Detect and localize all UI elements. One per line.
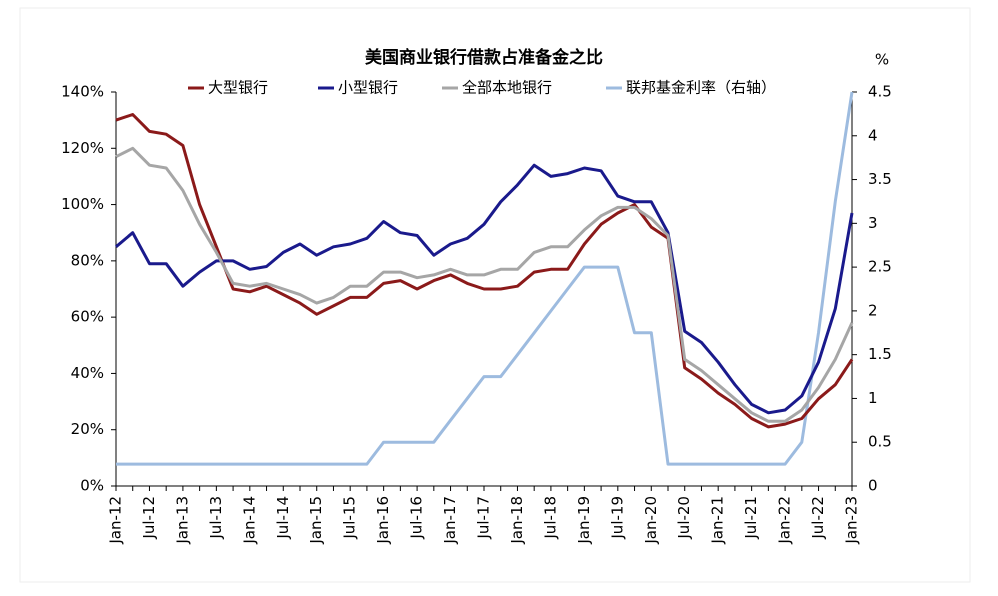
legend-label: 联邦基金利率（右轴） [626, 79, 776, 97]
y-tick-label: 80% [71, 251, 104, 269]
y2-tick-label: 0 [868, 477, 878, 495]
x-tick-label: Jan-17 [441, 496, 459, 545]
x-tick-label: Jul-18 [541, 496, 559, 540]
x-tick-label: Jul-17 [475, 496, 493, 540]
x-tick-label: Jan-18 [508, 496, 526, 545]
y2-axis-label: % [875, 51, 889, 69]
y-tick-label: 100% [61, 195, 104, 213]
y-tick-label: 120% [61, 139, 104, 157]
y2-tick-label: 3 [868, 214, 878, 232]
y2-tick-label: 2.5 [868, 258, 892, 276]
x-tick-label: Jan-20 [642, 496, 660, 545]
y2-tick-label: 0.5 [868, 433, 892, 451]
series-line [115, 113, 854, 429]
series-line [115, 146, 854, 423]
y2-tick-label: 4 [868, 126, 878, 144]
x-tick-label: Jan-22 [776, 496, 794, 545]
x-tick-label: Jul-21 [742, 496, 760, 540]
x-tick-label: Jan-12 [107, 496, 125, 545]
legend-label: 全部本地银行 [462, 79, 552, 97]
y-tick-label: 20% [71, 420, 104, 438]
x-tick-label: Jan-16 [374, 496, 392, 545]
legend-label: 大型银行 [208, 79, 268, 97]
chart-title: 美国商业银行借款占准备金之比 [365, 47, 603, 68]
y2-tick-label: 2 [868, 301, 878, 319]
series-line [116, 91, 854, 466]
y-tick-label: 60% [71, 308, 104, 326]
x-tick-label: Jan-21 [709, 496, 727, 545]
x-tick-label: Jan-19 [575, 496, 593, 545]
y-tick-label: 140% [61, 83, 104, 101]
x-tick-label: Jul-13 [207, 496, 225, 540]
x-tick-label: Jan-23 [843, 496, 861, 545]
x-tick-label: Jan-15 [307, 496, 325, 545]
x-tick-label: Jul-12 [140, 496, 158, 540]
x-tick-label: Jul-14 [274, 496, 292, 540]
x-tick-label: Jul-22 [809, 496, 827, 540]
x-tick-label: Jul-15 [341, 496, 359, 540]
x-tick-label: Jul-19 [608, 496, 626, 540]
y2-tick-label: 4.5 [868, 83, 892, 101]
x-tick-label: Jul-20 [675, 496, 693, 540]
series-line [115, 163, 854, 415]
x-tick-label: Jul-16 [408, 496, 426, 540]
x-tick-label: Jan-14 [240, 496, 258, 545]
y-tick-label: 40% [71, 364, 104, 382]
y2-tick-label: 1 [868, 389, 878, 407]
legend-label: 小型银行 [338, 79, 398, 97]
y2-tick-label: 1.5 [868, 345, 892, 363]
y-tick-label: 0% [80, 477, 104, 495]
y2-tick-label: 3.5 [868, 170, 892, 188]
x-tick-label: Jan-13 [173, 496, 191, 545]
